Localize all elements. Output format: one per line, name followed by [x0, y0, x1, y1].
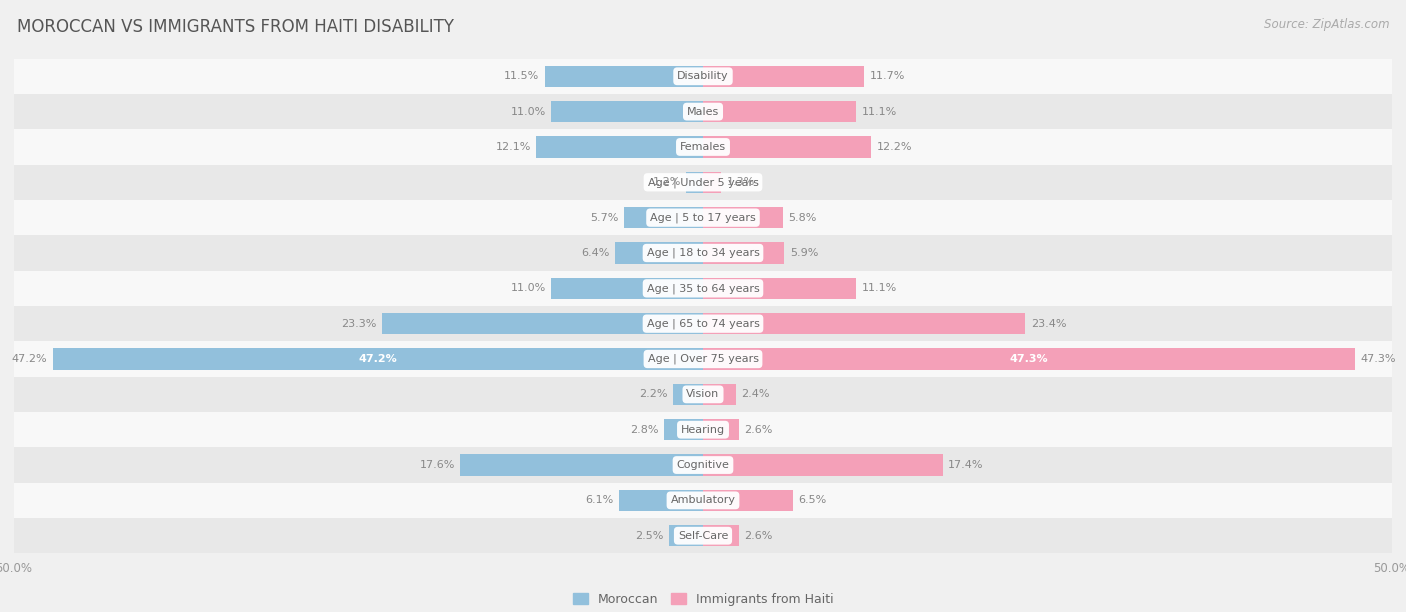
Text: 47.2%: 47.2% [11, 354, 48, 364]
Text: 1.3%: 1.3% [727, 177, 755, 187]
Bar [686, 172, 703, 193]
Bar [551, 278, 703, 299]
Text: 2.6%: 2.6% [744, 425, 773, 435]
Bar [703, 384, 737, 405]
Text: Self-Care: Self-Care [678, 531, 728, 541]
Text: 5.8%: 5.8% [789, 212, 817, 223]
Bar [536, 136, 703, 157]
Text: Age | 35 to 64 years: Age | 35 to 64 years [647, 283, 759, 294]
Text: 47.3%: 47.3% [1360, 354, 1396, 364]
Bar [382, 313, 703, 334]
Text: 5.9%: 5.9% [790, 248, 818, 258]
Bar [14, 165, 1392, 200]
Bar [703, 419, 738, 440]
Text: 12.2%: 12.2% [876, 142, 912, 152]
Text: 11.0%: 11.0% [510, 106, 546, 117]
Text: 2.5%: 2.5% [634, 531, 664, 541]
Text: Ambulatory: Ambulatory [671, 495, 735, 506]
Text: 47.3%: 47.3% [1010, 354, 1049, 364]
Text: 11.5%: 11.5% [503, 71, 538, 81]
Text: 6.4%: 6.4% [581, 248, 609, 258]
Bar [14, 59, 1392, 94]
Bar [14, 306, 1392, 341]
Bar [703, 490, 793, 511]
Text: 23.3%: 23.3% [342, 319, 377, 329]
Text: 2.8%: 2.8% [630, 425, 659, 435]
Bar [703, 207, 783, 228]
Text: 6.1%: 6.1% [585, 495, 613, 506]
Bar [703, 278, 856, 299]
Text: Disability: Disability [678, 71, 728, 81]
Bar [703, 525, 738, 547]
Text: 2.6%: 2.6% [744, 531, 773, 541]
Bar [14, 129, 1392, 165]
Bar [551, 101, 703, 122]
Text: 47.2%: 47.2% [359, 354, 398, 364]
Text: 11.1%: 11.1% [862, 283, 897, 293]
Text: 17.4%: 17.4% [948, 460, 984, 470]
Text: Age | Over 75 years: Age | Over 75 years [648, 354, 758, 364]
Text: MOROCCAN VS IMMIGRANTS FROM HAITI DISABILITY: MOROCCAN VS IMMIGRANTS FROM HAITI DISABI… [17, 18, 454, 36]
Bar [14, 447, 1392, 483]
Text: Females: Females [681, 142, 725, 152]
Text: Age | 65 to 74 years: Age | 65 to 74 years [647, 318, 759, 329]
Bar [703, 348, 1355, 370]
Bar [14, 200, 1392, 236]
Text: 2.4%: 2.4% [741, 389, 770, 400]
Text: 17.6%: 17.6% [419, 460, 456, 470]
Bar [619, 490, 703, 511]
Bar [703, 136, 872, 157]
Bar [544, 65, 703, 87]
Bar [665, 419, 703, 440]
Bar [461, 455, 703, 476]
Text: 12.1%: 12.1% [495, 142, 531, 152]
Bar [14, 518, 1392, 553]
Bar [14, 412, 1392, 447]
Bar [703, 242, 785, 264]
Text: Age | 18 to 34 years: Age | 18 to 34 years [647, 248, 759, 258]
Bar [14, 376, 1392, 412]
Text: Source: ZipAtlas.com: Source: ZipAtlas.com [1264, 18, 1389, 31]
Bar [672, 384, 703, 405]
Bar [703, 313, 1025, 334]
Bar [14, 483, 1392, 518]
Bar [14, 341, 1392, 376]
Bar [703, 65, 865, 87]
Text: 11.1%: 11.1% [862, 106, 897, 117]
Text: Males: Males [688, 106, 718, 117]
Bar [52, 348, 703, 370]
Text: Hearing: Hearing [681, 425, 725, 435]
Text: 6.5%: 6.5% [799, 495, 827, 506]
Text: 11.0%: 11.0% [510, 283, 546, 293]
Text: 23.4%: 23.4% [1031, 319, 1066, 329]
Text: 2.2%: 2.2% [638, 389, 668, 400]
Bar [14, 271, 1392, 306]
Bar [614, 242, 703, 264]
Bar [14, 236, 1392, 271]
Text: Vision: Vision [686, 389, 720, 400]
Text: Age | Under 5 years: Age | Under 5 years [648, 177, 758, 187]
Text: 5.7%: 5.7% [591, 212, 619, 223]
Text: Cognitive: Cognitive [676, 460, 730, 470]
Bar [703, 455, 943, 476]
Bar [669, 525, 703, 547]
Text: Age | 5 to 17 years: Age | 5 to 17 years [650, 212, 756, 223]
Text: 11.7%: 11.7% [870, 71, 905, 81]
Bar [624, 207, 703, 228]
Bar [703, 101, 856, 122]
Text: 1.2%: 1.2% [652, 177, 681, 187]
Bar [703, 172, 721, 193]
Bar [14, 94, 1392, 129]
Legend: Moroccan, Immigrants from Haiti: Moroccan, Immigrants from Haiti [572, 593, 834, 606]
